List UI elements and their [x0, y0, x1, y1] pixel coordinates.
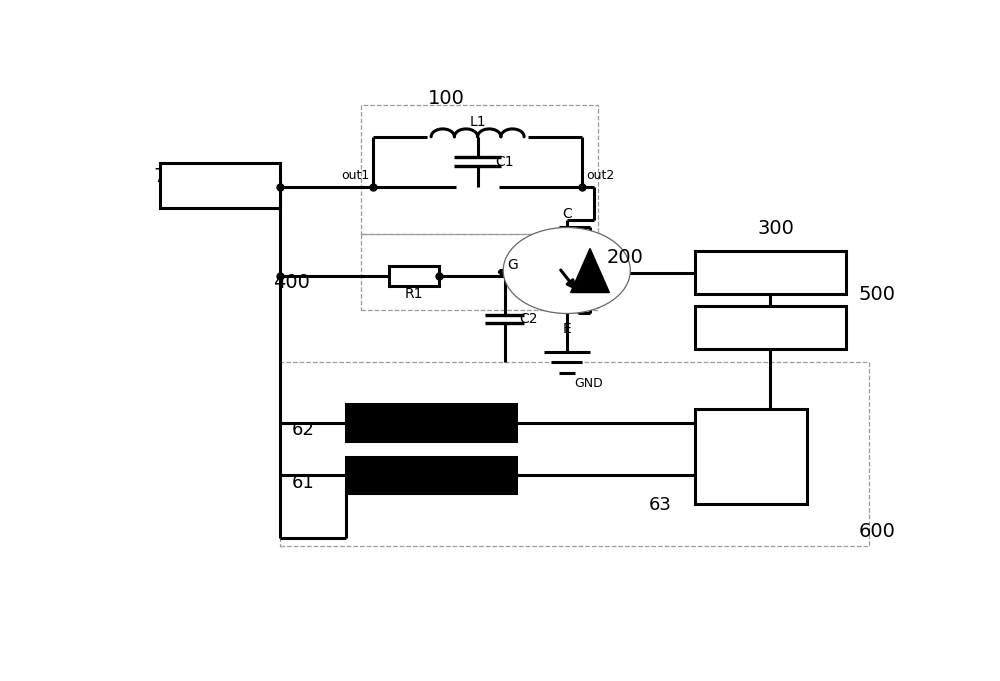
Bar	[160, 163, 280, 208]
Text: 500: 500	[858, 285, 895, 304]
Text: 62: 62	[292, 422, 315, 439]
Bar	[280, 362, 869, 545]
Text: E: E	[562, 322, 571, 336]
Text: GND: GND	[574, 377, 603, 390]
Text: C2: C2	[519, 312, 537, 326]
Bar	[346, 457, 516, 493]
Text: 200: 200	[606, 248, 643, 267]
Text: 第二分压子单元: 第二分压子单元	[396, 413, 466, 432]
Text: G: G	[507, 258, 518, 272]
Text: 400: 400	[273, 272, 310, 291]
Bar	[695, 306, 846, 349]
Text: 供电单元: 供电单元	[196, 176, 243, 195]
Text: out1: out1	[341, 169, 369, 182]
Bar	[361, 234, 598, 310]
Text: L1: L1	[469, 115, 486, 129]
Text: C1: C1	[495, 155, 514, 169]
Circle shape	[503, 227, 630, 313]
Text: 63: 63	[648, 496, 671, 514]
Text: 第一分压子单元: 第一分压子单元	[396, 466, 466, 484]
Polygon shape	[571, 249, 609, 293]
Text: 驱动单元: 驱动单元	[747, 263, 794, 282]
Text: out2: out2	[586, 169, 614, 182]
Text: R1: R1	[404, 287, 423, 301]
Text: 600: 600	[858, 522, 895, 541]
Text: 700: 700	[153, 167, 190, 186]
Text: 300: 300	[758, 219, 794, 238]
Bar	[695, 409, 807, 504]
Bar	[388, 266, 439, 286]
Text: 控制单元: 控制单元	[747, 318, 794, 337]
Text: 61: 61	[292, 474, 315, 492]
Bar	[361, 106, 598, 234]
Text: C: C	[562, 208, 572, 221]
Bar	[695, 251, 846, 294]
Text: 100: 100	[428, 89, 465, 108]
Bar	[346, 405, 516, 441]
Text: 比较器: 比较器	[733, 447, 768, 466]
